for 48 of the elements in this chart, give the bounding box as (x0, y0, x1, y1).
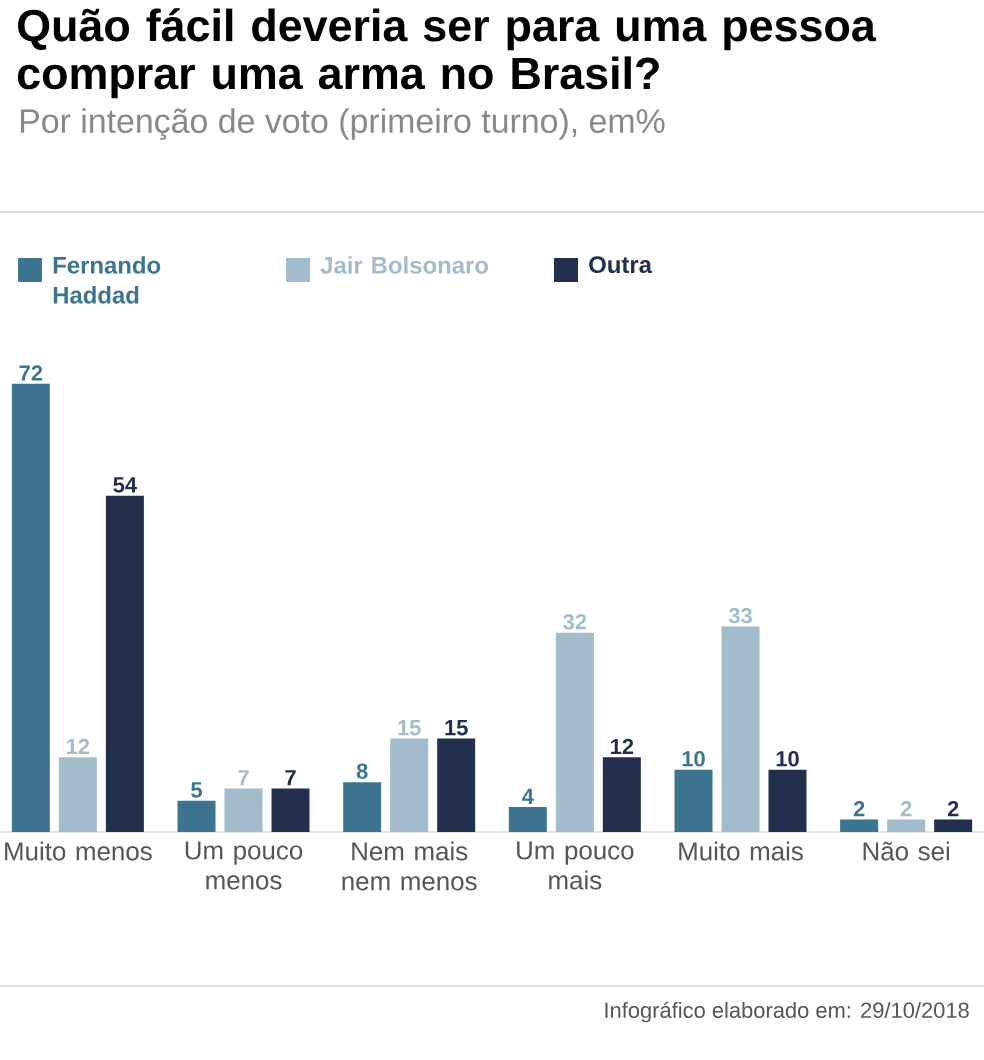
bar (508, 807, 547, 832)
bar (390, 738, 429, 832)
data-label: 8 (356, 763, 368, 779)
data-label: 12 (67, 738, 90, 755)
data-label: 5 (191, 782, 202, 798)
data-label: 2 (900, 801, 912, 817)
text: Infográfico elaborado em: 29/10/2018 (605, 1001, 969, 1023)
bar (674, 769, 713, 832)
x-tick-label: Não sei (863, 841, 950, 861)
legend-label: Outra (589, 256, 653, 274)
bar (768, 769, 807, 832)
data-label: 32 (563, 614, 587, 630)
bar (887, 819, 926, 832)
legend-label: Jair Bolsonaro (320, 256, 488, 274)
bar (271, 788, 310, 832)
data-label: 72 (19, 365, 43, 381)
bar (177, 800, 216, 832)
x-tick-label: Um pouco menos (185, 841, 303, 890)
data-label: 4 (522, 788, 534, 804)
data-label: 54 (113, 477, 137, 493)
x-tick-label: Muito mais (679, 841, 803, 861)
bar (11, 383, 50, 832)
data-label: 15 (445, 720, 468, 736)
bar (105, 495, 144, 832)
data-label: 12 (611, 738, 634, 755)
data-label: 7 (238, 770, 249, 786)
x-tick-label: Um pouco mais (517, 841, 634, 890)
bar (343, 782, 382, 832)
bar (934, 819, 973, 832)
bar (224, 788, 263, 832)
data-label: 15 (398, 720, 421, 736)
data-label: 33 (728, 607, 752, 624)
data-label: 10 (682, 751, 705, 767)
chart-title: Quão fácil deveria ser para uma pessoa comprar uma arma no Brasil? (17, 8, 877, 99)
data-label: 7 (285, 770, 296, 786)
bar (840, 819, 879, 832)
bar (555, 632, 594, 832)
bar (602, 757, 641, 832)
chart-subtitle: Por intenção de voto (primeiro turno), em% (20, 108, 665, 140)
bar (437, 738, 476, 832)
data-label: 10 (776, 751, 799, 767)
legend-label: Fernando Haddad (53, 256, 161, 304)
x-tick-label: Nem mais nem menos (342, 841, 477, 891)
data-label: 2 (853, 801, 865, 817)
bar (721, 626, 760, 832)
data-label: 2 (947, 801, 959, 817)
bar (58, 757, 97, 832)
x-tick-label: Muito menos (5, 841, 152, 861)
